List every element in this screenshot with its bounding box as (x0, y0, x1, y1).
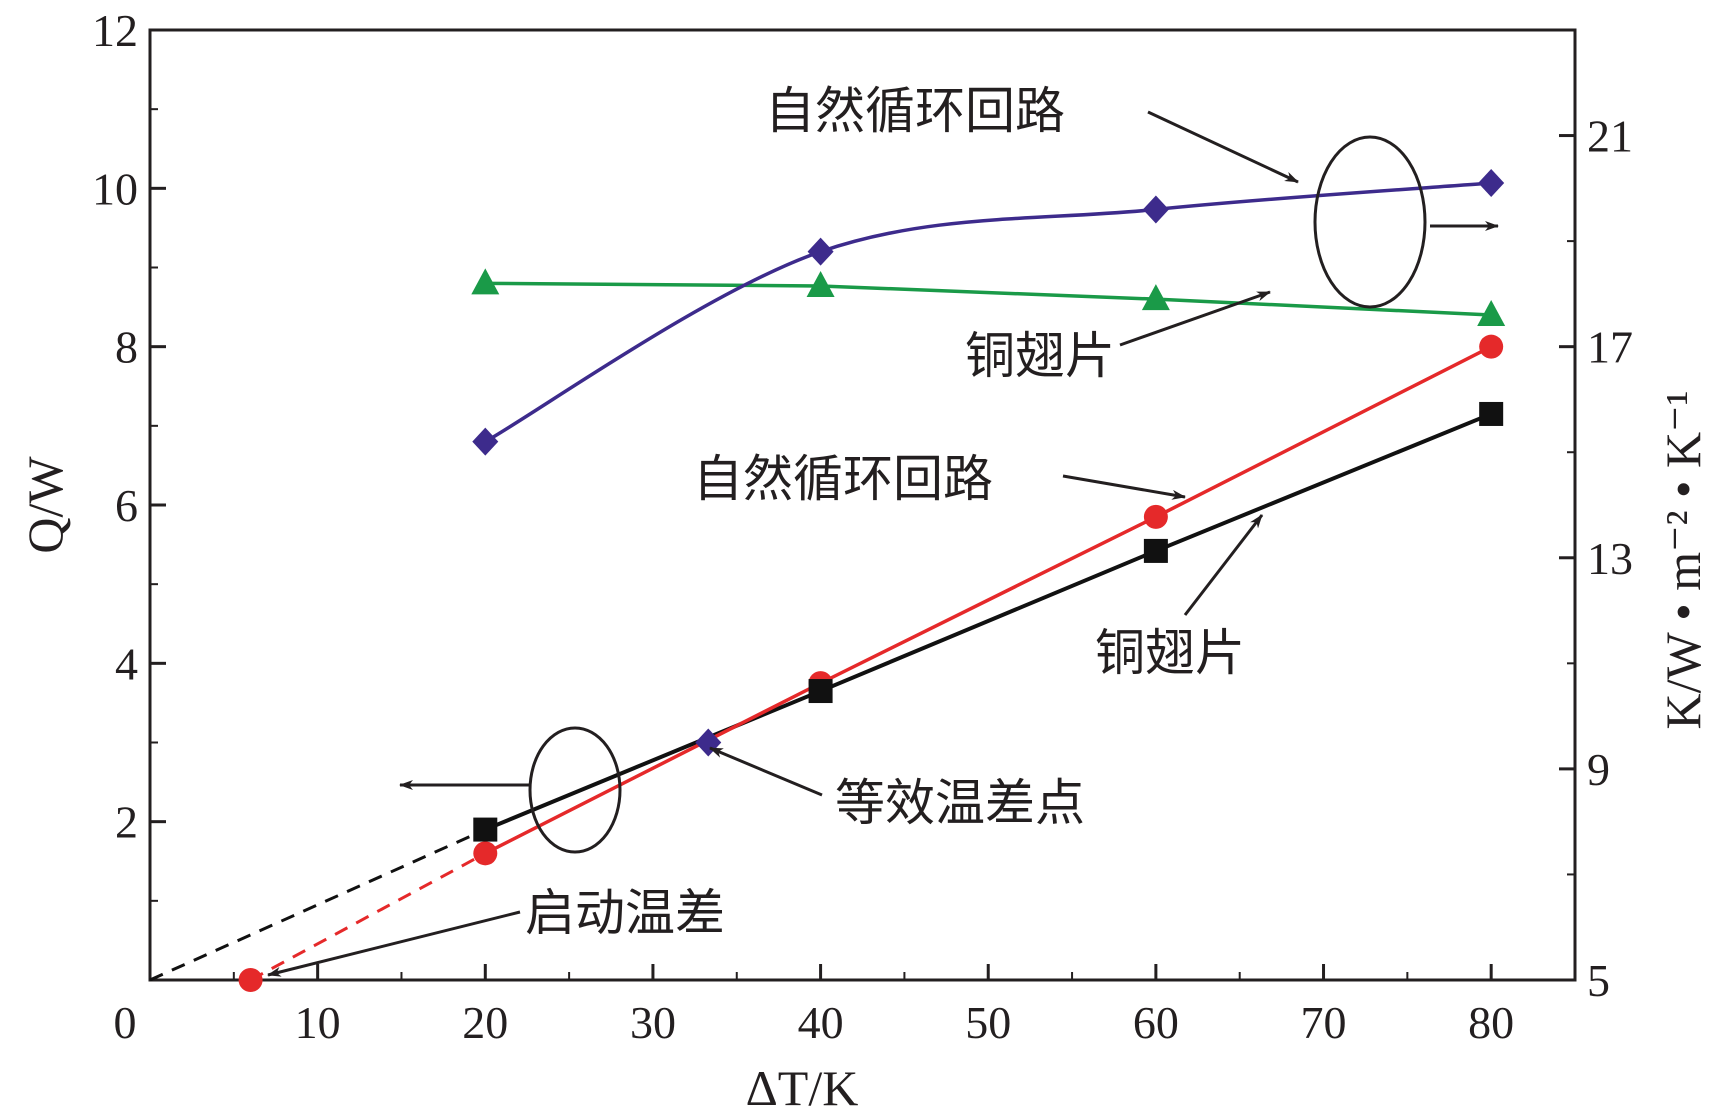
series-2-point (1479, 334, 1504, 359)
series-1-point (806, 270, 835, 297)
series-1-point (1477, 300, 1506, 326)
annotation-startup-temp: 启动温差 (525, 884, 725, 942)
annotation-k-natural-loop: 自然循环回路 (765, 82, 1065, 140)
annotation-q-natural-loop: 自然循环回路 (693, 450, 993, 508)
y-left-tick-label: 12 (92, 5, 138, 56)
equivalent-point-arrow (709, 746, 823, 797)
y-left-tick-label: 6 (115, 480, 138, 531)
series-0-point (472, 427, 499, 456)
startup-point-marker (238, 968, 263, 992)
y-left-tick-label: 2 (115, 797, 138, 848)
x-tick-label: 70 (1301, 997, 1347, 1048)
series-0-point (1478, 169, 1505, 198)
series-2-point (473, 841, 498, 866)
y-right-tick-label: 13 (1587, 533, 1633, 584)
copper-fin-q-extrapolation (149, 828, 486, 982)
series-2-point (1143, 504, 1168, 529)
copper-fin-q-line (484, 412, 1492, 832)
natural-loop-k-line (484, 181, 1492, 444)
y-right-tick-label: 21 (1587, 111, 1633, 162)
x-tick-label: 50 (965, 997, 1011, 1048)
copper-fin-k-line (485, 281, 1492, 317)
annotation-k-copper-fin: 铜翅片 (965, 327, 1115, 385)
y-left-tick-label: 8 (115, 322, 138, 373)
y-axis-left-title: Q/W (17, 456, 73, 554)
y-left-tick-label: 4 (115, 638, 138, 689)
series-3-point (808, 679, 833, 704)
natural-loop-q-extrapolation (249, 852, 487, 982)
y-right-tick-label: 5 (1587, 955, 1610, 1006)
k-natural-loop-arrow (1147, 110, 1299, 184)
series-3-point (1143, 538, 1168, 563)
k-copper-fin-arrow (1119, 290, 1271, 347)
series-0-point (1142, 195, 1169, 224)
y-right-tick-label: 17 (1587, 322, 1633, 373)
ticks (150, 28, 1575, 982)
y-right-tick-label: 9 (1587, 744, 1610, 795)
x-tick-label: 10 (295, 997, 341, 1048)
series-0-point (807, 237, 834, 266)
y-axis-right-title: K/W • m⁻² • K⁻¹ (1655, 390, 1711, 729)
startup-temp-arrow (267, 910, 521, 977)
annotation-q-copper-fin: 铜翅片 (1095, 624, 1245, 682)
q-natural-loop-arrow (1062, 474, 1186, 500)
x-tick-label: 80 (1468, 997, 1514, 1048)
x-axis-title: ΔT/K (746, 1060, 859, 1116)
series-1-point (1141, 284, 1170, 311)
q-group-ellipse (528, 726, 622, 854)
series-3-point (473, 817, 498, 842)
x-tick-label: 40 (798, 997, 844, 1048)
x-tick-label: 60 (1133, 997, 1179, 1048)
markers (238, 169, 1506, 992)
origin-label: 0 (114, 997, 137, 1048)
x-tick-label: 20 (462, 997, 508, 1048)
q-copper-fin-arrow (1183, 514, 1264, 616)
k-group-ellipse (1313, 135, 1427, 309)
annotation-equivalent-point: 等效温差点 (835, 774, 1085, 832)
series-1-point (471, 268, 500, 295)
x-tick-label: 30 (630, 997, 676, 1048)
y-left-tick-label: 10 (92, 163, 138, 214)
natural-loop-q-line (484, 345, 1492, 855)
series-3-point (1479, 401, 1504, 426)
